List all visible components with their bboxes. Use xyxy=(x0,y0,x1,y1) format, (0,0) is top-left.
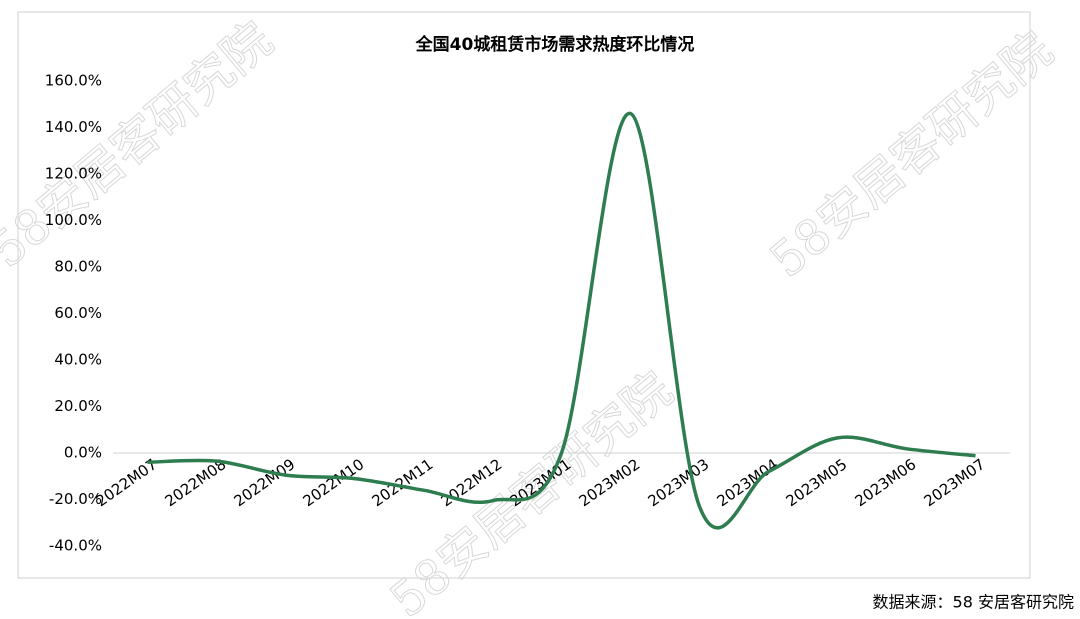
x-tick-label: 2022M09 xyxy=(231,455,299,510)
y-tick-label: -40.0% xyxy=(49,537,102,555)
x-tick-label: 2022M08 xyxy=(162,455,230,510)
chart-title: 全国40城租赁市场需求热度环比情况 xyxy=(415,34,695,55)
y-tick-label: 20.0% xyxy=(54,397,102,415)
y-tick-label: 80.0% xyxy=(54,258,102,276)
x-tick-label: 2023M05 xyxy=(783,455,851,510)
y-tick-label: 60.0% xyxy=(54,304,102,322)
x-tick-label: 2023M04 xyxy=(714,455,782,510)
watermark: 58安居客研究院 xyxy=(760,21,1063,288)
line-series xyxy=(147,111,976,530)
watermarks: 58安居客研究院 58安居客研究院 58安居客研究院 xyxy=(0,11,1064,619)
x-tick-label: 2023M03 xyxy=(645,455,713,510)
x-tick-label: 2023M07 xyxy=(921,455,989,510)
y-tick-label: 0.0% xyxy=(64,444,102,462)
source-note: 数据来源：58 安居客研究院 xyxy=(873,593,1074,612)
y-tick-label: -20.0% xyxy=(49,490,102,508)
y-tick-label: 100.0% xyxy=(45,211,102,229)
x-tick-label: 2022M10 xyxy=(300,455,368,510)
y-tick-label: 160.0% xyxy=(45,72,102,90)
watermark: 58安居客研究院 xyxy=(0,11,283,278)
y-tick-label: 40.0% xyxy=(54,351,102,369)
chart-border xyxy=(17,11,1031,579)
x-tick-label: 2023M06 xyxy=(852,455,920,510)
y-tick-label: 140.0% xyxy=(45,118,102,136)
y-tick-label: 120.0% xyxy=(45,165,102,183)
